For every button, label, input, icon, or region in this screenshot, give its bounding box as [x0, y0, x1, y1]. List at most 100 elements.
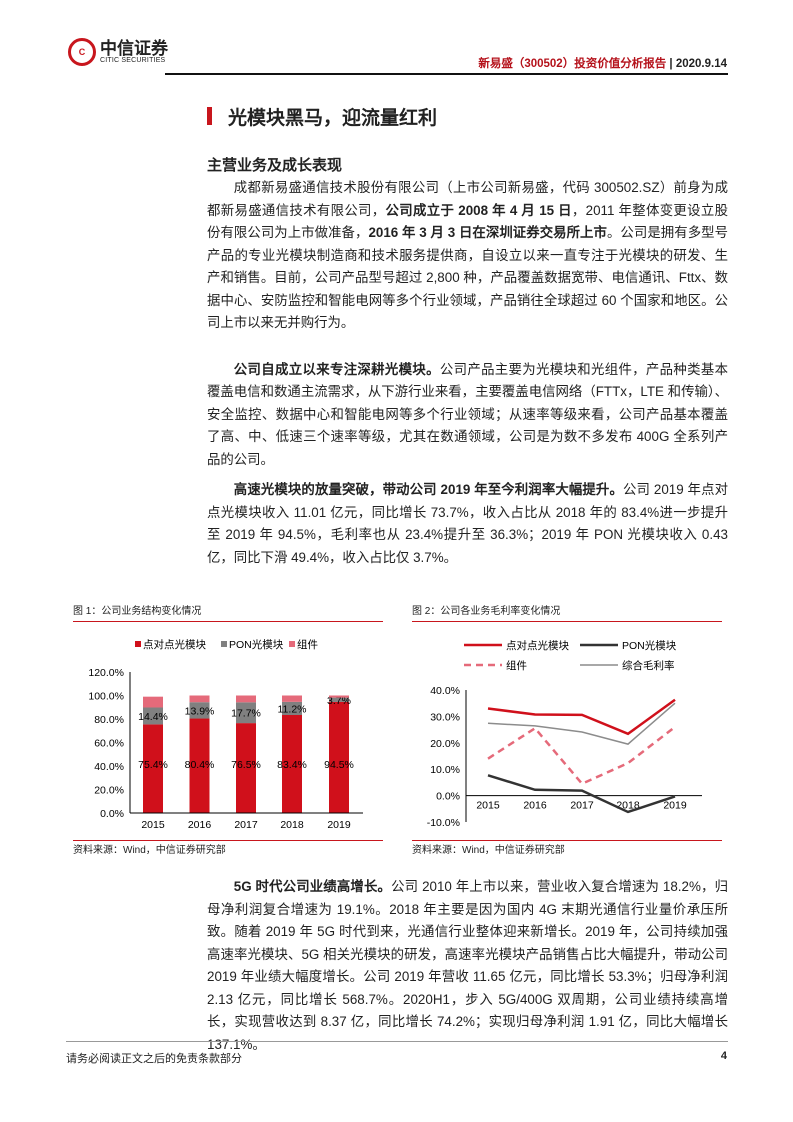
x-tick-label: 2016 — [188, 819, 212, 831]
bold-text: 公司成立于 2008 年 4 月 15 日 — [385, 202, 572, 218]
figure-2: 图 2：公司各业务毛利率变化情况 -10.0% 0.0% 10.0% 20.0% 30.… — [412, 605, 722, 857]
bar-1 — [236, 702, 256, 724]
bold-text: 5G 时代公司业绩高增长。 — [233, 879, 392, 894]
bar-2 — [143, 696, 163, 708]
bar-0 — [282, 715, 302, 813]
legend-swatch — [221, 641, 227, 647]
legend-swatch — [135, 641, 141, 647]
y-tick-label: 20.0% — [430, 738, 460, 750]
y-tick-label: 0.0% — [436, 791, 460, 803]
text: 公司 2010 年上市以来，营业收入复合增速为 18.2%，归母净利润复合增速为… — [207, 879, 728, 1052]
x-tick-label: 2019 — [327, 819, 351, 831]
x-tick-label: 2015 — [141, 819, 165, 831]
logo-en: CITIC SECURITIES — [100, 57, 166, 64]
figure-2-source: 资料来源：Wind，中信证券研究部 — [412, 840, 722, 857]
bold-text: 公司自成立以来专注深耕光模块。 — [233, 361, 440, 377]
chapter-title-text: 光模块黑马，迎流量红利 — [228, 107, 438, 129]
text: 公司产品主要为光模块和光组件，产品种类基本覆盖电信和数通主流需求，从下游行业来看… — [207, 361, 728, 467]
text: 公司 2019 年点对点光模块收入 11.01 亿元，同比增长 73.7%，收入… — [207, 482, 728, 565]
data-label: 14.4% — [138, 711, 168, 723]
series-line-1 — [487, 774, 676, 814]
x-tick-label: 2015 — [476, 800, 500, 812]
paragraph-2: 公司自成立以来专注深耕光模块。公司产品主要为光模块和光组件，产品种类基本覆盖电信… — [207, 359, 728, 472]
bar-2 — [236, 695, 256, 703]
y-tick-label: 80.0% — [94, 714, 124, 726]
page-number: 4 — [720, 1050, 727, 1062]
y-tick-label: 20.0% — [94, 785, 124, 797]
figure-1: 图 1：公司业务结构变化情况 0.0% 20.0% 40.0% 60.0% 80.0% 1… — [73, 605, 383, 857]
data-label: 76.5% — [231, 759, 261, 771]
bar-2 — [282, 695, 302, 702]
x-tick-label: 2016 — [523, 800, 547, 812]
y-tick-label: 0.0% — [100, 808, 124, 820]
report-header: 新易盛（300502）投资价值分析报告 | 2020.9.14 — [478, 55, 727, 71]
series-line-2 — [487, 725, 676, 786]
footer-divider — [66, 1041, 728, 1042]
section-heading: 主营业务及成长表现 — [207, 157, 343, 174]
data-label: 80.4% — [185, 759, 215, 771]
bar-2 — [329, 695, 349, 698]
y-tick-label: 10.0% — [430, 764, 460, 776]
text: 。公司是拥有多型号产品的专业光模块制造商和技术服务提供商，自设立以来一直专注于光… — [207, 225, 728, 330]
legend-label: 点对点光模块 — [143, 638, 206, 651]
bar-1 — [143, 707, 163, 725]
main-content: 光模块黑马，迎流量红利 主营业务及成长表现 成都新易盛通信技术股份有限公司（上市… — [73, 104, 729, 1056]
business-structure-chart: 0.0% 20.0% 40.0% 60.0% 80.0% 100.0% 120.0% 75.4… — [88, 638, 363, 831]
x-tick-label: 2017 — [234, 819, 258, 831]
report-date: 2020.9.14 — [675, 58, 727, 70]
text: 成都新易盛通信技术股份有限公司（上市公司新易盛，代码 300502.SZ）前身为… — [207, 180, 728, 218]
y-tick-label: -10.0% — [427, 817, 460, 829]
gross-margin-chart: -10.0% 0.0% 10.0% 20.0% 30.0% 40.0% 2015 2016 20… — [427, 639, 702, 829]
figures-row: 图 1：公司业务结构变化情况 0.0% 20.0% 40.0% 60.0% 80.0% 1… — [73, 605, 722, 857]
x-tick-label: 2018 — [280, 819, 304, 831]
title-marker — [207, 107, 212, 125]
bold-text: 2016 年 3 月 3 日在深圳证券交易所上市 — [368, 225, 607, 240]
y-tick-label: 30.0% — [430, 711, 460, 723]
chapter-title: 光模块黑马，迎流量红利 — [207, 104, 728, 129]
figure-2-caption: 图 2：公司各业务毛利率变化情况 — [412, 605, 722, 622]
data-label: 3.7% — [327, 695, 351, 707]
bar-1 — [189, 702, 210, 719]
y-tick-label: 100.0% — [88, 691, 124, 703]
footer-disclaimer: 请务必阅读正文之后的免责条款部分 — [66, 1053, 242, 1065]
citic-logo: C 中信证券 CITIC SECURITIES — [68, 38, 168, 66]
bar-0 — [143, 724, 163, 813]
x-tick-label: 2017 — [570, 800, 594, 812]
bold-text: 高速光模块的放量突破，带动公司 2019 年至今利润率大幅提升。 — [233, 482, 623, 497]
y-tick-label: 40.0% — [430, 685, 460, 697]
paragraph-4: 5G 时代公司业绩高增长。公司 2010 年上市以来，营业收入复合增速为 18.… — [207, 876, 728, 1056]
data-label: 83.4% — [277, 759, 307, 771]
data-label: 11.2% — [278, 703, 307, 715]
legend-label: 综合毛利率 — [622, 659, 675, 672]
y-tick-label: 120.0% — [88, 667, 124, 679]
data-label: 75.4% — [138, 759, 168, 771]
bar-2 — [189, 695, 210, 703]
data-label: 13.9% — [185, 705, 215, 717]
header-divider — [165, 73, 728, 75]
y-tick-label: 60.0% — [94, 738, 124, 750]
bar-0 — [189, 718, 210, 813]
legend-label: 组件 — [506, 659, 527, 672]
citic-logo-icon: C — [68, 38, 96, 66]
text: ，2011 年整体变更设立股份有限公司为上市做准备， — [207, 202, 729, 241]
data-label: 17.7% — [231, 708, 261, 720]
x-tick-label: 2019 — [663, 800, 687, 812]
y-tick-label: 40.0% — [94, 761, 124, 773]
paragraph-3: 高速光模块的放量突破，带动公司 2019 年至今利润率大幅提升。公司 2019 … — [207, 479, 728, 569]
bar-0 — [236, 723, 256, 813]
series-line-0 — [487, 698, 676, 736]
logo-cn: 中信证券 — [100, 39, 168, 58]
legend-swatch — [289, 641, 295, 647]
figure-1-source: 资料来源：Wind，中信证券研究部 — [73, 840, 383, 857]
report-name: 新易盛（300502）投资价值分析报告 — [478, 58, 667, 70]
legend-label: 点对点光模块 — [506, 639, 569, 652]
bar-1 — [282, 701, 302, 716]
series-line-3 — [487, 702, 676, 745]
header-separator: | — [669, 58, 673, 70]
legend-label: 组件 — [297, 638, 318, 651]
legend-label: PON光模块 — [622, 639, 677, 652]
bar-1 — [329, 697, 349, 702]
legend-label: PON光模块 — [229, 638, 284, 651]
data-label: 94.5% — [324, 759, 354, 771]
bar-0 — [329, 701, 349, 813]
